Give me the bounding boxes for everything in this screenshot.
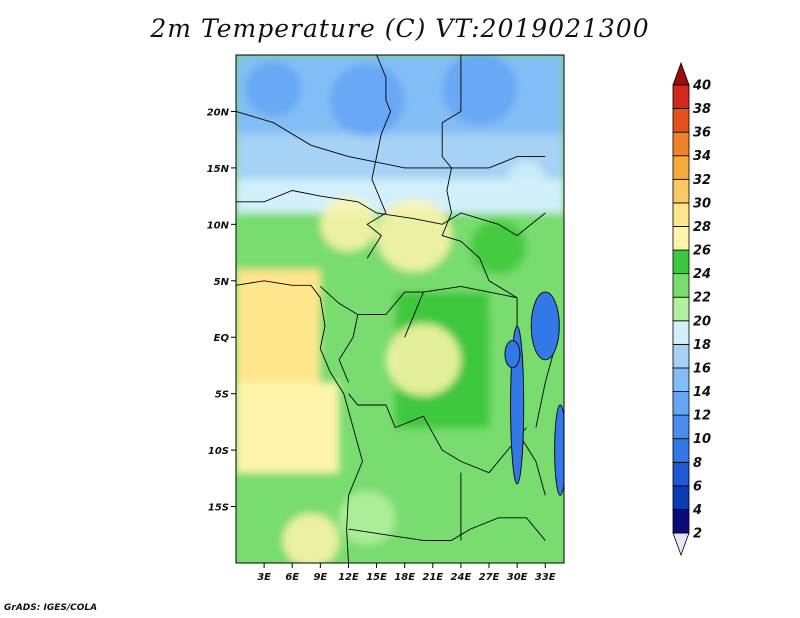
colorbar-label: 38	[693, 102, 711, 117]
field-patch	[282, 513, 340, 563]
colorbar-bin	[672, 108, 690, 133]
colorbar-label: 4	[692, 503, 702, 518]
colorbar-max-arrow	[672, 61, 690, 86]
field-patch	[320, 197, 377, 252]
x-tick-label: 18E	[394, 572, 415, 583]
border-line	[348, 393, 527, 474]
y-axis: 20N 15N 10N 5N EQ 5S 10S 15S	[207, 107, 236, 514]
chart-title: 2m Temperature (C) VT:2019021300	[150, 14, 650, 43]
field-patch	[507, 161, 546, 198]
colorbar-bin	[672, 320, 690, 345]
x-tick-label: 33E	[535, 572, 556, 583]
colorbar-bin	[672, 178, 690, 204]
colorbar-label: 34	[693, 149, 711, 164]
colorbar-label: 14	[693, 385, 711, 400]
colorbar-min-arrow	[672, 532, 690, 557]
colorbar-label: 6	[693, 479, 702, 494]
border-line	[441, 55, 518, 299]
colorbar-label: 26	[693, 244, 711, 259]
colorbar-label: 24	[693, 267, 711, 282]
x-tick-label: 9E	[313, 572, 327, 583]
y-tick-label: EQ	[214, 333, 230, 344]
border-line	[236, 110, 546, 169]
temperature-field	[236, 55, 564, 563]
coastline	[236, 280, 363, 563]
colorbar-bin	[672, 155, 690, 180]
colorbar-bin	[672, 84, 690, 109]
field-patch	[329, 64, 405, 137]
region-gulf-of-guinea	[236, 269, 321, 383]
grads-credit: GrADS: IGES/COLA	[4, 603, 98, 613]
y-tick-label: 10S	[208, 446, 229, 457]
colorbar-label: 20	[693, 314, 711, 329]
border-line	[319, 285, 518, 316]
border-line	[236, 190, 546, 237]
y-tick-label: 5S	[215, 390, 229, 401]
colorbar-label: 2	[693, 527, 702, 542]
colorbar-bin	[672, 343, 690, 369]
colorbar-bin	[672, 367, 690, 392]
x-tick-label: 24E	[451, 572, 472, 583]
y-tick-label: 20N	[207, 107, 230, 118]
x-axis: 3E 6E 9E 12E 15E 18E 21E 24E 27E 30E 33E	[257, 563, 556, 583]
colorbar-label: 18	[693, 338, 711, 353]
colorbar-bin	[672, 296, 690, 322]
field-patch	[470, 219, 527, 275]
region-sahel-upper	[236, 134, 564, 180]
lake	[504, 340, 521, 369]
map-frame	[235, 54, 565, 564]
field-patch	[385, 323, 461, 396]
lake	[554, 404, 564, 496]
colorbar-label: 30	[693, 196, 711, 211]
colorbar-label: 10	[693, 432, 711, 447]
lake	[530, 291, 560, 361]
border-line	[366, 55, 392, 259]
colorbar-label: 12	[693, 409, 711, 424]
colorbar-bin	[672, 438, 690, 463]
colorbar-bin	[672, 226, 690, 251]
colorbar-bin	[672, 485, 690, 510]
x-tick-label: 12E	[338, 572, 359, 583]
x-tick-label: 27E	[479, 572, 500, 583]
field-patch	[442, 55, 518, 125]
colorbar-bin	[672, 249, 690, 275]
y-tick-label: 15S	[208, 503, 229, 514]
colorbar-label: 16	[693, 361, 711, 376]
colorbar-bin	[672, 273, 690, 298]
colorbar-label: 8	[693, 456, 702, 471]
region-atlantic-south	[236, 382, 340, 473]
y-tick-label: 15N	[207, 164, 230, 175]
colorbar-label: 40	[692, 79, 711, 94]
country-borders	[236, 55, 564, 563]
y-tick-label: 5N	[214, 277, 230, 288]
field-patch	[339, 490, 396, 545]
colorbar-label: 22	[693, 291, 711, 306]
colorbar-bin	[672, 131, 690, 157]
colorbar-bin	[672, 461, 690, 487]
colorbar-bin	[672, 509, 690, 534]
border-line	[404, 291, 424, 338]
field-patch	[376, 199, 452, 272]
field-patch	[245, 61, 302, 116]
colorbar-label: 36	[693, 126, 711, 141]
x-tick-label: 21E	[422, 572, 443, 583]
border-line	[338, 314, 359, 383]
colorbar-bin	[672, 202, 690, 227]
colorbar-label: 28	[693, 220, 711, 235]
x-tick-label: 15E	[366, 572, 387, 583]
x-tick-label: 6E	[285, 572, 299, 583]
x-tick-label: 30E	[507, 572, 528, 583]
x-tick-label: 3E	[257, 572, 271, 583]
colorbar-bin	[672, 414, 690, 440]
y-tick-label: 10N	[207, 220, 230, 231]
colorbar-bin	[672, 391, 690, 416]
colorbar-label: 32	[693, 173, 711, 188]
